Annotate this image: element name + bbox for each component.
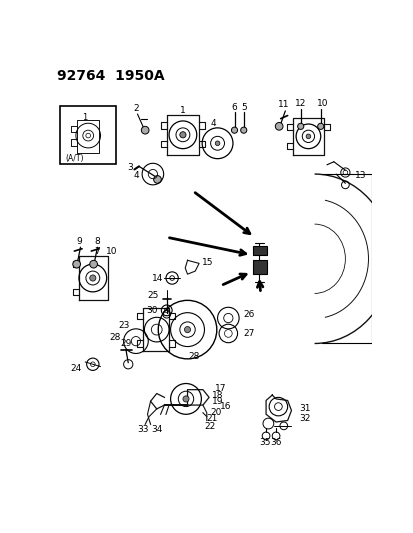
Circle shape bbox=[179, 132, 185, 138]
Text: 6: 6 bbox=[231, 103, 237, 112]
Text: (A/T): (A/T) bbox=[65, 154, 83, 163]
Text: 32: 32 bbox=[299, 414, 310, 423]
Circle shape bbox=[231, 127, 237, 133]
Text: 20: 20 bbox=[210, 408, 221, 417]
Circle shape bbox=[90, 275, 96, 281]
Text: 13: 13 bbox=[354, 171, 365, 180]
Text: 10: 10 bbox=[316, 100, 327, 109]
Text: 24: 24 bbox=[71, 364, 82, 373]
Text: 19: 19 bbox=[212, 398, 223, 407]
Text: 28: 28 bbox=[109, 333, 120, 342]
Text: 18: 18 bbox=[212, 391, 223, 400]
Text: 9: 9 bbox=[76, 237, 82, 246]
Circle shape bbox=[275, 123, 282, 130]
Text: 7: 7 bbox=[94, 247, 100, 255]
Text: 35: 35 bbox=[258, 438, 270, 447]
Text: 14: 14 bbox=[151, 273, 162, 282]
Text: 25: 25 bbox=[147, 291, 159, 300]
Circle shape bbox=[215, 141, 219, 146]
Text: 17: 17 bbox=[214, 384, 225, 393]
Text: 2: 2 bbox=[133, 104, 138, 113]
Text: 36: 36 bbox=[270, 438, 281, 447]
Text: 33: 33 bbox=[137, 425, 148, 434]
Text: 12: 12 bbox=[294, 100, 306, 109]
Text: 22: 22 bbox=[204, 422, 215, 431]
Bar bbox=[252, 260, 266, 274]
Bar bbox=[252, 246, 266, 255]
Text: 3: 3 bbox=[127, 164, 133, 172]
Text: 4: 4 bbox=[133, 171, 139, 180]
Text: 26: 26 bbox=[243, 310, 254, 319]
Bar bbox=[60, 106, 116, 164]
Text: 1: 1 bbox=[81, 112, 87, 122]
Circle shape bbox=[153, 175, 161, 183]
Text: 11: 11 bbox=[278, 100, 289, 109]
Circle shape bbox=[141, 126, 149, 134]
Text: 10: 10 bbox=[106, 247, 118, 255]
Text: 21: 21 bbox=[206, 415, 218, 423]
Text: 29: 29 bbox=[120, 339, 131, 348]
Circle shape bbox=[184, 327, 190, 333]
Text: 5: 5 bbox=[240, 103, 246, 112]
Text: 1: 1 bbox=[180, 107, 185, 116]
Text: 16: 16 bbox=[219, 402, 231, 411]
Text: 27: 27 bbox=[243, 329, 254, 338]
Circle shape bbox=[317, 123, 323, 130]
Circle shape bbox=[183, 396, 189, 402]
Text: 34: 34 bbox=[151, 425, 162, 434]
Text: 92764  1950A: 92764 1950A bbox=[57, 69, 165, 83]
Text: 31: 31 bbox=[299, 403, 310, 413]
Circle shape bbox=[305, 134, 310, 139]
Text: 15: 15 bbox=[202, 258, 213, 267]
Circle shape bbox=[240, 127, 246, 133]
Text: 30: 30 bbox=[146, 306, 157, 315]
Circle shape bbox=[297, 123, 303, 130]
Text: 23: 23 bbox=[118, 321, 129, 330]
Text: 4: 4 bbox=[210, 119, 216, 128]
Text: 8: 8 bbox=[94, 237, 100, 246]
Text: 28: 28 bbox=[188, 352, 199, 361]
Circle shape bbox=[90, 260, 97, 268]
Circle shape bbox=[73, 260, 80, 268]
